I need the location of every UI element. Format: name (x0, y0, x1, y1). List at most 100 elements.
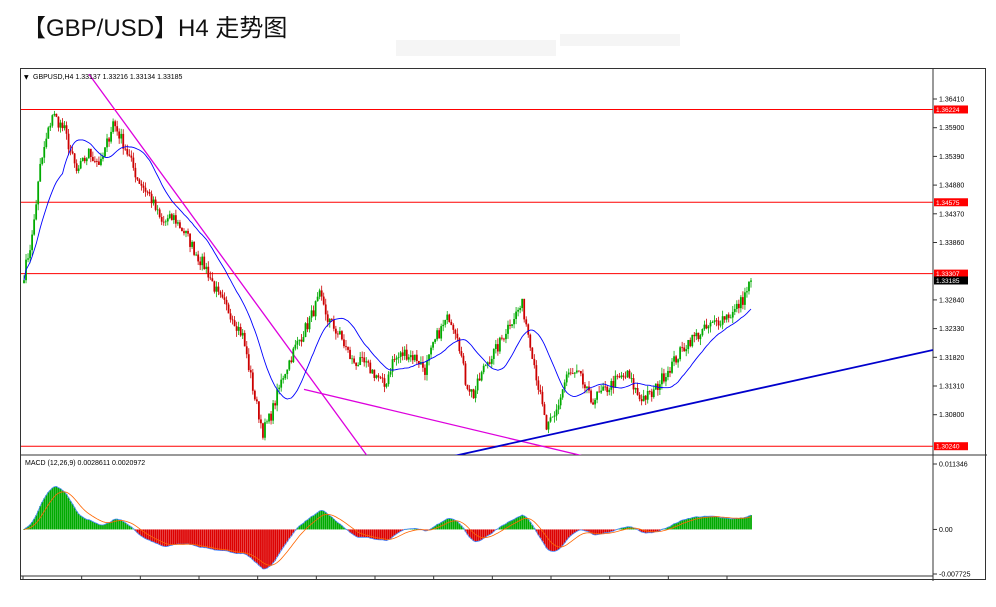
candle[interactable] (65, 121, 68, 140)
chart-window[interactable]: 1.36224 1.34575 1.33307 1.30240 0.011346 0.0… (20, 68, 987, 581)
candle[interactable] (535, 360, 538, 386)
candle[interactable] (264, 418, 266, 441)
candle[interactable] (219, 290, 222, 298)
candle[interactable] (640, 394, 643, 406)
candle[interactable] (33, 214, 36, 236)
candle[interactable] (393, 353, 396, 363)
candle[interactable] (351, 355, 353, 365)
candle[interactable] (150, 190, 153, 208)
candle[interactable] (403, 346, 406, 360)
candle[interactable] (541, 386, 544, 407)
candle[interactable] (316, 292, 319, 302)
candle[interactable] (85, 157, 88, 166)
candle[interactable] (363, 351, 366, 367)
candle[interactable] (503, 337, 505, 342)
candle[interactable] (61, 118, 64, 132)
candle[interactable] (669, 366, 671, 378)
candle[interactable] (689, 337, 692, 348)
candle[interactable] (160, 213, 163, 226)
candle[interactable] (681, 341, 684, 352)
candle[interactable] (685, 344, 688, 357)
candle[interactable] (474, 385, 477, 403)
candle[interactable] (164, 219, 167, 226)
candle[interactable] (478, 372, 481, 381)
candle[interactable] (673, 350, 675, 367)
candle[interactable] (444, 319, 447, 328)
candle[interactable] (498, 336, 501, 354)
candle[interactable] (357, 362, 360, 367)
candle[interactable] (253, 389, 256, 401)
candle[interactable] (282, 375, 285, 384)
candle[interactable] (606, 385, 609, 396)
candle[interactable] (373, 369, 376, 382)
candle[interactable] (699, 333, 702, 346)
candle[interactable] (349, 346, 351, 360)
candle[interactable] (341, 330, 343, 341)
candle[interactable] (472, 388, 475, 399)
candle[interactable] (533, 354, 536, 369)
candle[interactable] (683, 342, 686, 352)
candle[interactable] (713, 315, 716, 325)
candle[interactable] (521, 298, 524, 312)
candle[interactable] (142, 181, 145, 194)
candle[interactable] (193, 241, 196, 257)
candle[interactable] (59, 119, 62, 133)
candle[interactable] (592, 398, 594, 405)
candle[interactable] (63, 120, 66, 131)
candle[interactable] (701, 328, 704, 337)
candle[interactable] (132, 152, 135, 171)
candle[interactable] (39, 158, 42, 182)
candle[interactable] (114, 119, 117, 132)
candle[interactable] (697, 332, 700, 342)
candle[interactable] (55, 113, 58, 118)
candle[interactable] (719, 320, 722, 328)
candle[interactable] (577, 370, 580, 373)
candle[interactable] (371, 369, 374, 374)
candle[interactable] (695, 329, 698, 341)
candle[interactable] (134, 162, 137, 183)
candle[interactable] (482, 363, 485, 375)
candle[interactable] (379, 375, 382, 380)
candle[interactable] (140, 180, 143, 191)
candle[interactable] (181, 227, 183, 232)
candle[interactable] (369, 359, 372, 374)
candle[interactable] (51, 114, 54, 128)
candle[interactable] (407, 354, 410, 363)
candle[interactable] (146, 190, 149, 196)
candle[interactable] (545, 414, 548, 431)
candle[interactable] (543, 401, 546, 416)
candle[interactable] (434, 338, 436, 344)
candle[interactable] (432, 341, 434, 351)
candle[interactable] (705, 318, 708, 330)
candle[interactable] (266, 419, 268, 425)
candle[interactable] (547, 421, 550, 434)
candle[interactable] (308, 315, 311, 333)
candle[interactable] (377, 373, 380, 382)
candle[interactable] (454, 328, 457, 340)
candle[interactable] (748, 281, 750, 295)
candle[interactable] (462, 353, 465, 366)
candle[interactable] (490, 355, 493, 368)
candle[interactable] (553, 411, 556, 423)
candle[interactable] (251, 368, 254, 395)
candle[interactable] (81, 157, 84, 162)
candle[interactable] (610, 378, 613, 396)
candle[interactable] (37, 180, 40, 211)
candle[interactable] (122, 129, 125, 155)
candle[interactable] (523, 298, 526, 323)
candle[interactable] (195, 251, 198, 257)
candle[interactable] (496, 338, 499, 356)
candle[interactable] (725, 314, 728, 323)
candle[interactable] (314, 300, 317, 321)
candle[interactable] (268, 413, 270, 424)
candle[interactable] (446, 311, 449, 324)
candle[interactable] (326, 310, 329, 327)
candle[interactable] (318, 288, 321, 300)
candle[interactable] (624, 371, 627, 380)
candle[interactable] (387, 371, 390, 387)
candle[interactable] (112, 118, 115, 134)
candle[interactable] (294, 339, 297, 351)
candle[interactable] (93, 156, 96, 164)
candle[interactable] (565, 371, 568, 387)
candle[interactable] (290, 356, 293, 364)
